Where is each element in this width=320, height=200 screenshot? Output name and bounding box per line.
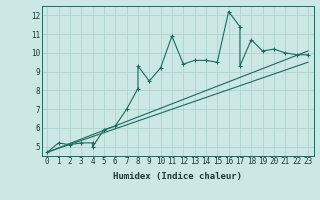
X-axis label: Humidex (Indice chaleur): Humidex (Indice chaleur) bbox=[113, 172, 242, 181]
